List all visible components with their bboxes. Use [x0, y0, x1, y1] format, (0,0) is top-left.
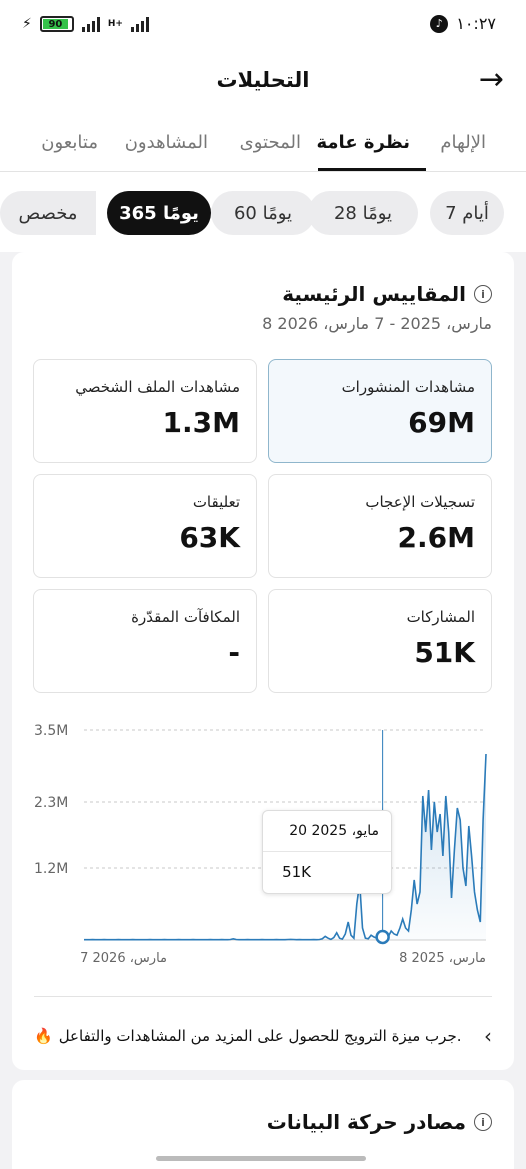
chip-28-days[interactable]: 28 يومًا — [308, 191, 418, 235]
tooltip-divider — [263, 851, 391, 852]
tab-overview[interactable]: نظرة عامة — [316, 132, 411, 153]
metric-estimated-rewards[interactable]: المكافآت المقدّرة - — [33, 589, 257, 693]
date-range-chips: 7 أيام 28 يومًا 60 يومًا 365 يومًا مخصص — [0, 172, 526, 252]
metric-value: 69M — [408, 406, 475, 439]
metric-value: 51K — [414, 636, 475, 669]
tiktok-icon: ♪ — [430, 14, 449, 33]
tab-inspiration[interactable]: الإلهام — [440, 132, 486, 153]
chevron-left-icon[interactable]: ‹ — [484, 1024, 492, 1048]
metric-likes[interactable]: تسجيلات الإعجاب 2.6M — [268, 474, 492, 578]
chip-60-days[interactable]: 60 يومًا — [211, 191, 315, 235]
divider — [34, 996, 492, 997]
traffic-heading: مصادر حركة البيانات i — [267, 1110, 492, 1134]
metric-label: تعليقات — [192, 493, 240, 511]
tab-followers[interactable]: متابعون — [41, 132, 98, 153]
charging-icon: ⚡ — [22, 16, 32, 32]
signal-icon — [81, 16, 100, 32]
home-indicator — [156, 1156, 366, 1161]
chip-365-days[interactable]: 365 يومًا — [107, 191, 211, 235]
tab-bar: الإلهام نظرة عامة المحتوى المشاهدون متاب… — [0, 112, 526, 172]
metric-label: المشاركات — [406, 608, 475, 626]
y-tick-label: 3.5M — [34, 723, 68, 739]
metric-label: تسجيلات الإعجاب — [365, 493, 475, 511]
x-tick-label: مارس، 2026 7 — [80, 951, 167, 966]
metric-label: مشاهدات الملف الشخصي — [75, 378, 240, 396]
tooltip-date: مايو، 2025 20 — [289, 823, 379, 839]
metric-value: 63K — [179, 521, 240, 554]
chip-7-days[interactable]: 7 أيام — [430, 191, 504, 235]
status-right: ♪ ١٠:٢٧ — [430, 14, 496, 33]
promote-banner[interactable]: 🔥 جرب ميزة الترويج للحصول على المزيد من … — [34, 1018, 492, 1054]
metric-comments[interactable]: تعليقات 63K — [33, 474, 257, 578]
metric-label: المكافآت المقدّرة — [131, 608, 240, 626]
metric-label: مشاهدات المنشورات — [341, 378, 475, 396]
status-left: ⚡ 90 H+ — [22, 16, 149, 32]
metric-value: - — [228, 636, 240, 669]
signal-icon-2 — [130, 16, 149, 32]
battery-icon: 90 — [39, 16, 74, 32]
x-tick-label: مارس، 2025 8 — [399, 951, 486, 966]
metric-post-views[interactable]: مشاهدات المنشورات 69M — [268, 359, 492, 463]
series-area — [84, 754, 486, 940]
metric-shares[interactable]: المشاركات 51K — [268, 589, 492, 693]
metric-value: 2.6M — [397, 521, 475, 554]
tooltip-value: 51K — [282, 863, 311, 881]
info-icon[interactable]: i — [474, 1113, 492, 1131]
promote-text-wrap: 🔥 جرب ميزة الترويج للحصول على المزيد من … — [34, 1027, 462, 1045]
back-arrow-icon[interactable]: → — [478, 62, 504, 97]
tab-content[interactable]: المحتوى — [239, 132, 301, 153]
tab-viewers[interactable]: المشاهدون — [124, 132, 208, 153]
info-icon[interactable]: i — [474, 285, 492, 303]
page-title: التحليلات — [216, 68, 310, 92]
date-range-label: 8 مارس، 2025 - 7 مارس، 2026 — [262, 314, 492, 333]
metric-profile-views[interactable]: مشاهدات الملف الشخصي 1.3M — [33, 359, 257, 463]
header: التحليلات → — [0, 52, 526, 112]
y-tick-label: 2.3M — [34, 795, 68, 811]
key-metrics-title: المقاييس الرئيسية — [282, 282, 466, 306]
chart-tooltip: مايو، 2025 20 51K — [262, 810, 392, 894]
key-metrics-heading: المقاييس الرئيسية i — [282, 282, 492, 306]
status-bar: ⚡ 90 H+ ♪ ١٠:٢٧ — [0, 0, 526, 52]
traffic-sources-card: مصادر حركة البيانات i — [12, 1080, 514, 1169]
active-tab-indicator — [318, 168, 426, 171]
hover-point — [375, 929, 390, 945]
status-time: ١٠:٢٧ — [456, 14, 496, 33]
series-line — [84, 753, 487, 941]
chip-custom[interactable]: مخصص — [0, 191, 96, 235]
key-metrics-card: المقاييس الرئيسية i 8 مارس، 2025 - 7 مار… — [12, 252, 514, 1070]
y-tick-label: 1.2M — [34, 861, 68, 877]
network-type: H+ — [107, 19, 123, 29]
metric-value: 1.3M — [162, 406, 240, 439]
promote-text: جرب ميزة الترويج للحصول على المزيد من ال… — [58, 1027, 462, 1045]
battery-level: 90 — [42, 19, 69, 30]
traffic-title: مصادر حركة البيانات — [266, 1110, 466, 1134]
flame-icon: 🔥 — [34, 1027, 53, 1045]
